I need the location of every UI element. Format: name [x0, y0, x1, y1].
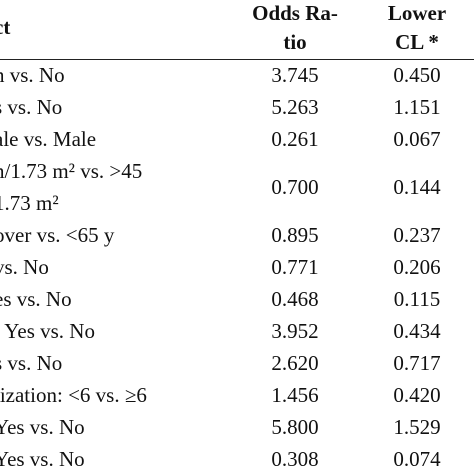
row-effect: vs. No: [0, 255, 49, 279]
row-odds-ratio: 5.800: [271, 415, 319, 439]
header-divider: [0, 59, 474, 60]
row-lower-cl: 1.151: [393, 95, 441, 119]
row-lower-cl: 0.074: [393, 447, 441, 471]
row-effect: ale vs. Male: [0, 127, 97, 151]
row-odds-ratio: 0.895: [271, 223, 319, 247]
row-effect: : Yes vs. No: [0, 319, 95, 343]
row-odds-ratio: 5.263: [271, 95, 319, 119]
row-effect: s vs. No: [0, 95, 63, 119]
row-odds-ratio: 2.620: [271, 351, 319, 375]
row-odds-ratio: 0.771: [271, 255, 319, 279]
row-odds-ratio: 1.456: [271, 383, 319, 407]
row-lower-cl: 0.115: [393, 287, 441, 311]
row-lower-cl: 0.434: [393, 319, 441, 343]
row-lower-cl: 0.067: [393, 127, 441, 151]
row-lower-cl: 0.717: [393, 351, 441, 375]
row-lower-cl: 0.206: [393, 255, 441, 279]
row-odds-ratio: 0.308: [271, 447, 319, 471]
header-lower-cl-line1: Lower: [387, 1, 447, 25]
row-effect: Yes vs. No: [0, 447, 85, 471]
row-lower-cl: 0.420: [393, 383, 441, 407]
header-odds-ratio-line2: tio: [283, 30, 307, 54]
row-odds-ratio: 0.261: [271, 127, 319, 151]
row-effect: Yes vs. No: [0, 415, 85, 439]
row-effect: over vs. <65 y: [0, 223, 115, 247]
row-effect: s vs. No: [0, 351, 63, 375]
row-lower-cl: 0.450: [393, 63, 441, 87]
row-effect: n vs. No: [0, 63, 65, 87]
row-effect-line2: 1.73 m²: [0, 191, 59, 215]
header-effect: ct: [0, 15, 11, 39]
row-effect: es vs. No: [0, 287, 72, 311]
row-effect: lization: <6 vs. ≥6: [0, 383, 147, 407]
row-odds-ratio: 0.700: [271, 175, 319, 199]
header-odds-ratio-line1: Odds Ra-: [252, 1, 338, 25]
row-odds-ratio: 3.745: [271, 63, 319, 87]
row-lower-cl: 0.237: [393, 223, 441, 247]
row-effect-line1: n/1.73 m² vs. >45: [0, 159, 143, 183]
row-odds-ratio: 0.468: [271, 287, 319, 311]
row-lower-cl: 0.144: [393, 175, 441, 199]
header-lower-cl-line2: CL *: [395, 30, 439, 54]
row-odds-ratio: 3.952: [271, 319, 319, 343]
row-lower-cl: 1.529: [393, 415, 441, 439]
